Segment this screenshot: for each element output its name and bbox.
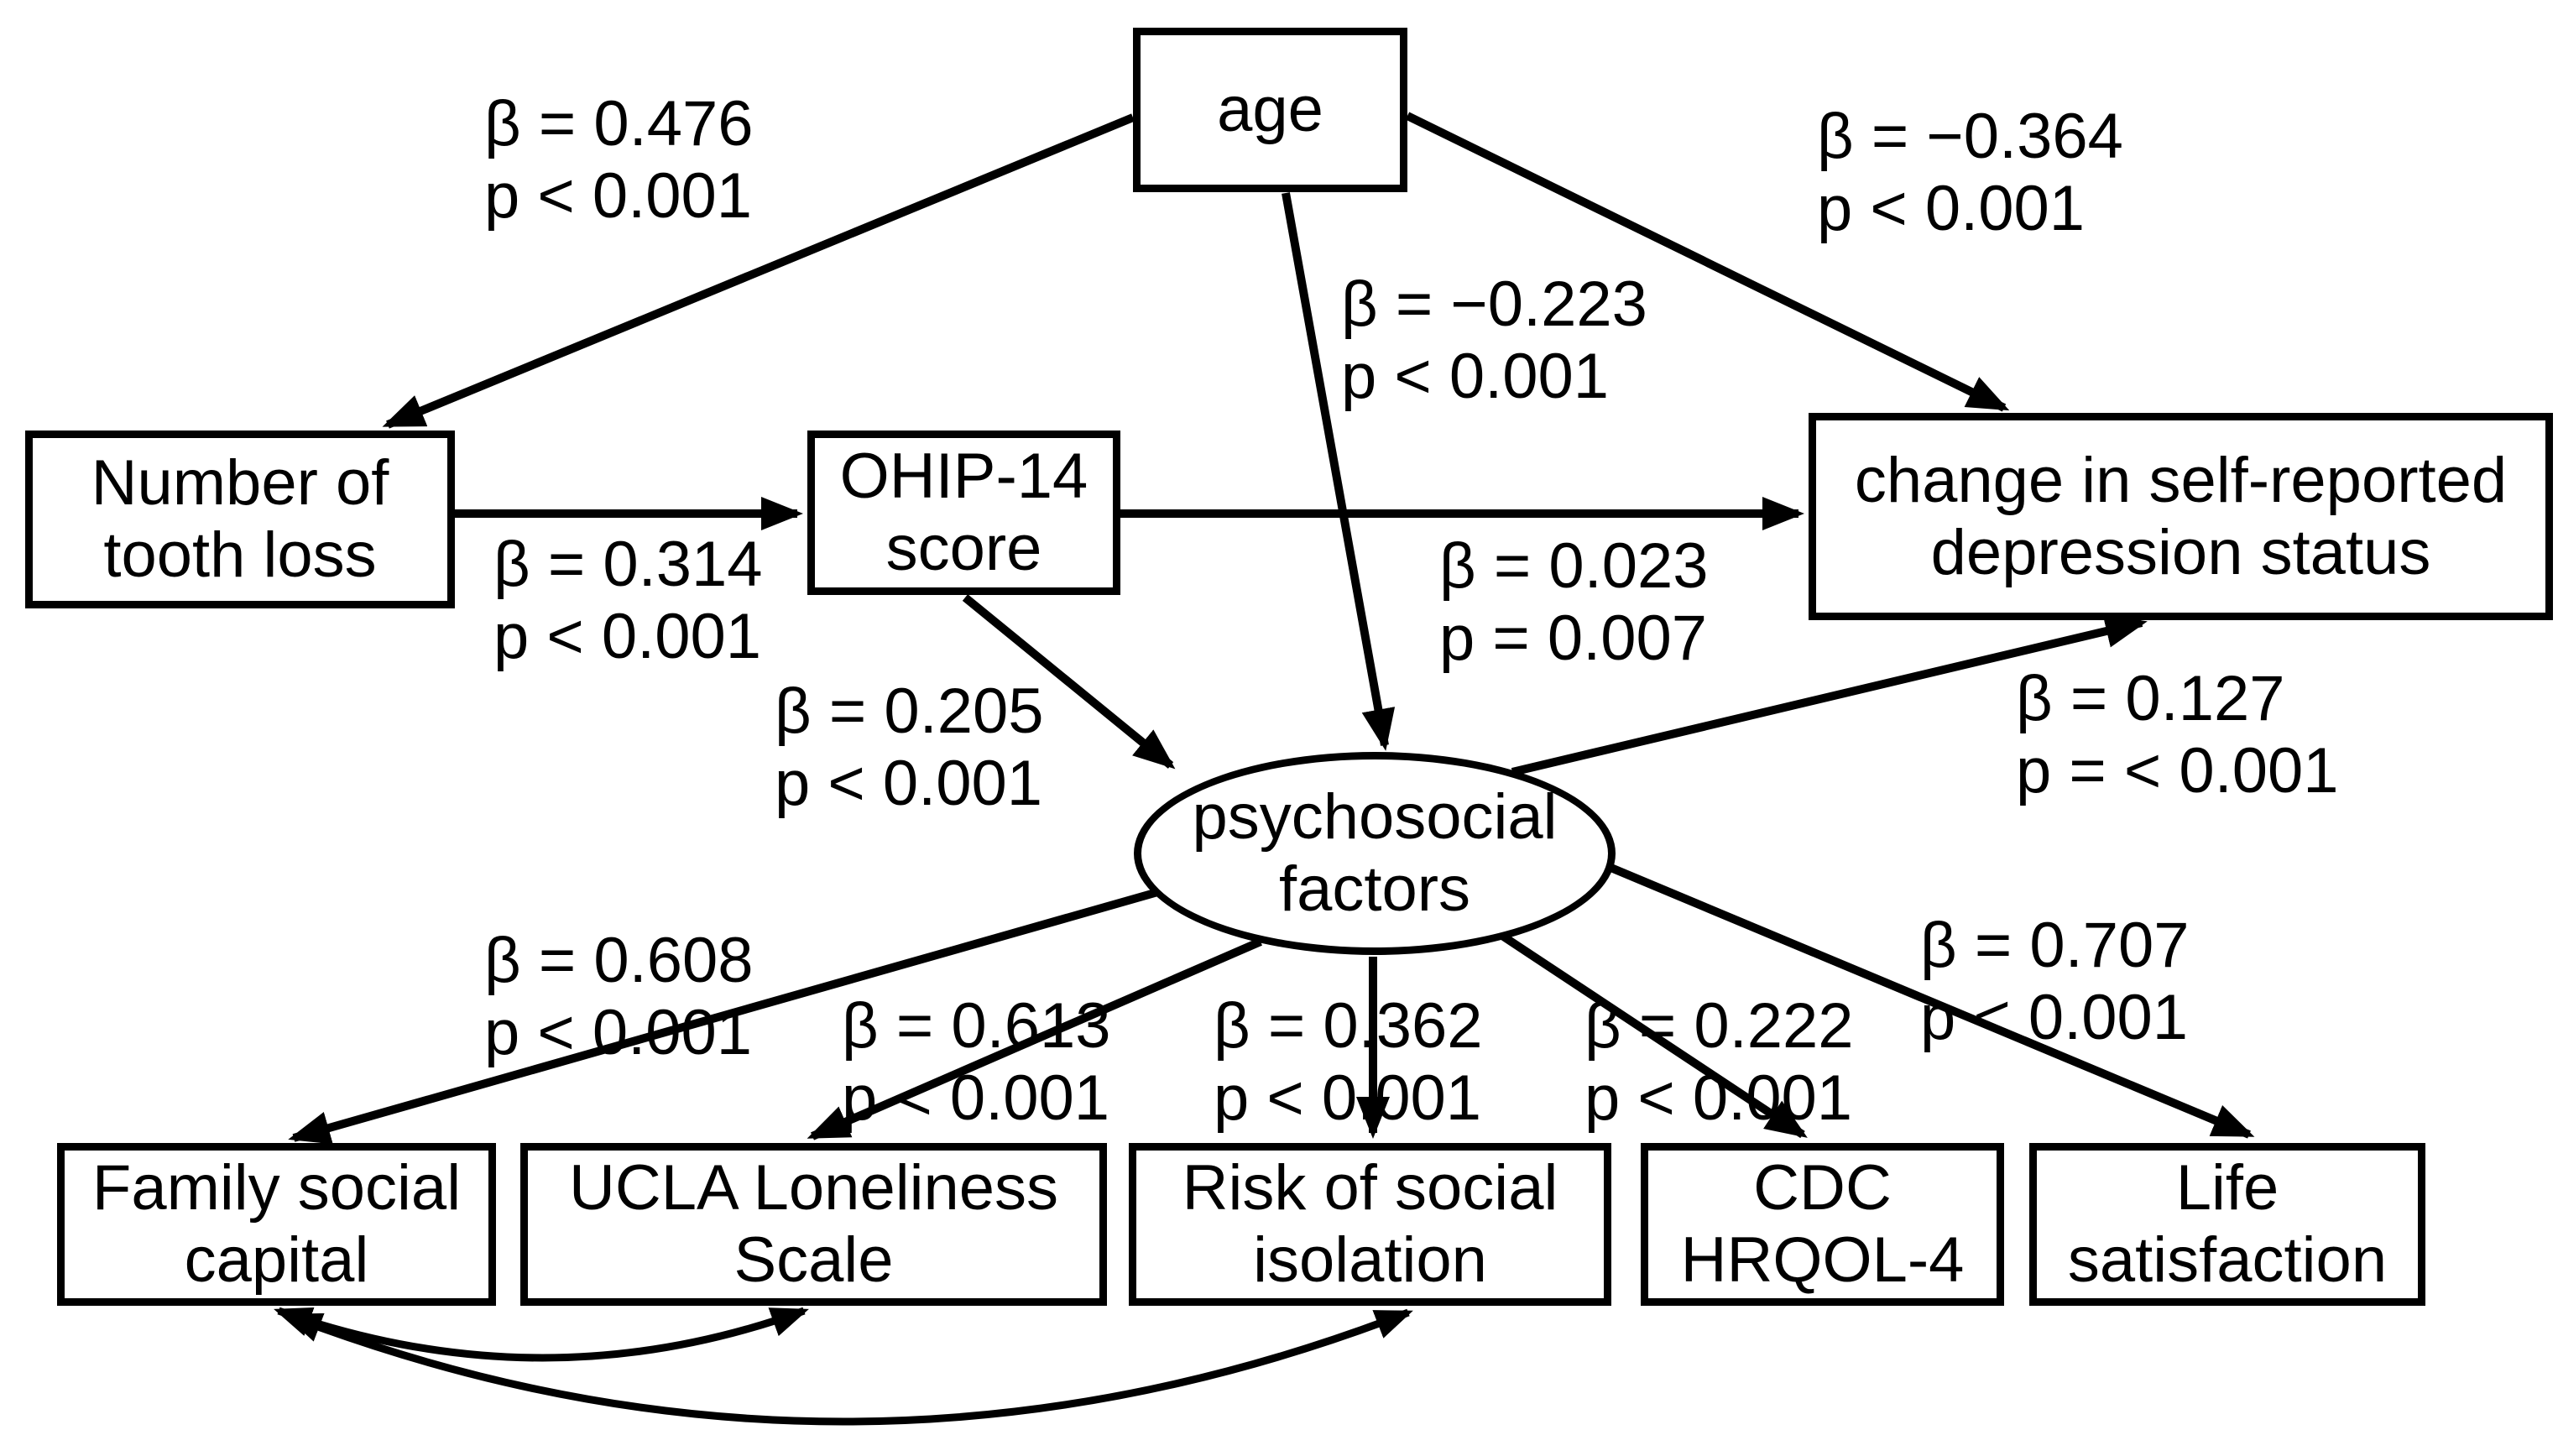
edge-label-ohip-to-psychosocial: β = 0.205 p < 0.001 [775, 676, 1044, 819]
node-ucla-loneliness-scale: UCLA Loneliness Scale [520, 1143, 1107, 1306]
node-life-satisfaction: Life satisfaction [2029, 1143, 2425, 1306]
covariance-arc-family-risk [284, 1308, 1413, 1426]
arrow-ohip-to-psychosocial [962, 594, 1176, 770]
arrow-psychosocial-to-cdc [1500, 932, 1808, 1139]
edge-label-psychosocial-to-risk: β = 0.362 p < 0.001 [1214, 990, 1483, 1134]
covariance-arc-family-ucla [274, 1307, 809, 1362]
edge-label-ohip-to-depression: β = 0.023 p = 0.007 [1439, 530, 1709, 674]
arrow-psychosocial-to-life [1601, 860, 2255, 1139]
node-ohip-14-score: OHIP-14 score [807, 431, 1120, 595]
arrow-age-to-psychosocial [1282, 192, 1396, 751]
node-family-social-capital: Family social capital [57, 1143, 496, 1306]
node-age: age [1133, 28, 1407, 192]
edge-label-age-to-psychosocial: β = −0.223 p < 0.001 [1341, 269, 1647, 412]
arrow-psychosocial-to-depression [1511, 614, 2148, 776]
arrow-psychosocial-to-ucla [807, 937, 1262, 1140]
node-cdc-hrqol-4: CDC HRQOL-4 [1641, 1143, 2004, 1306]
edge-label-age-to-depression: β = −0.364 p < 0.001 [1817, 101, 2123, 244]
node-psychosocial-factors: psychosocial factors [1134, 752, 1616, 955]
edge-label-tooth-loss-to-ohip: β = 0.314 p < 0.001 [493, 529, 763, 672]
edge-label-age-to-tooth-loss: β = 0.476 p < 0.001 [484, 88, 754, 232]
edge-label-psychosocial-to-depression: β = 0.127 p = < 0.001 [2016, 663, 2339, 806]
edge-label-psychosocial-to-cdc: β = 0.222 p < 0.001 [1584, 990, 1854, 1134]
arrow-psychosocial-to-family [288, 885, 1168, 1145]
edge-label-psychosocial-to-family: β = 0.608 p < 0.001 [484, 925, 754, 1068]
node-number-of-tooth-loss: Number of tooth loss [25, 431, 455, 608]
arrow-age-to-tooth-loss [382, 113, 1135, 429]
edge-label-psychosocial-to-life: β = 0.707 p < 0.001 [1920, 910, 2190, 1053]
edge-label-psychosocial-to-ucla: β = 0.613 p < 0.001 [842, 990, 1111, 1134]
arrow-age-to-depression [1405, 112, 2010, 412]
node-risk-of-social-isolation: Risk of social isolation [1129, 1143, 1611, 1306]
node-change-in-depression-status: change in self-reported depression statu… [1809, 413, 2553, 620]
